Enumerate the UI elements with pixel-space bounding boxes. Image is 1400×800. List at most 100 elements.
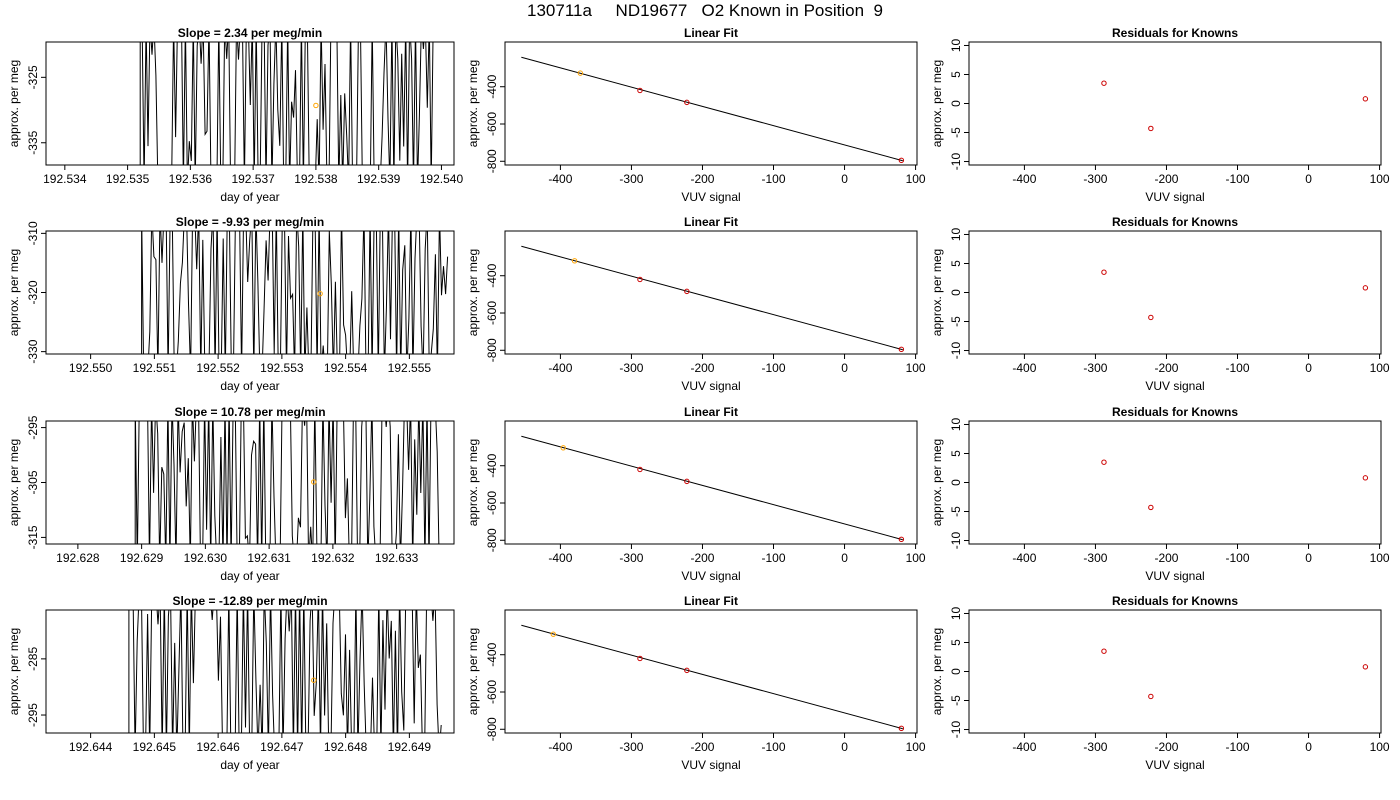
x-axis-label: VUV signal bbox=[1145, 569, 1204, 583]
plot-data bbox=[1101, 269, 1369, 321]
x-tick-label: -400 bbox=[1012, 172, 1036, 186]
y-tick-label: -600 bbox=[485, 491, 499, 515]
x-tick-label: -200 bbox=[690, 740, 714, 754]
known-point bbox=[637, 276, 643, 283]
y-tick-label: -10 bbox=[949, 721, 963, 739]
y-tick-label: -600 bbox=[485, 112, 499, 136]
x-tick-label: -300 bbox=[1083, 551, 1107, 565]
y-axis-label: approx. per meg bbox=[7, 439, 21, 526]
chart-residuals-row-1: Residuals for Knowns-400 -300 -200 -100 0 100… bbox=[930, 26, 1390, 204]
x-tick-label: 0 bbox=[1305, 551, 1312, 565]
residual-point bbox=[1148, 504, 1154, 511]
x-tick-label: -400 bbox=[548, 551, 572, 565]
x-tick-label: 0 bbox=[841, 172, 848, 186]
known-point bbox=[898, 346, 905, 353]
x-tick-label: -100 bbox=[1225, 361, 1249, 375]
chart-timeseries-row-3: Slope = 10.78 per meg/min 192.628 192.629 1… bbox=[7, 405, 455, 583]
chart-fit-row-1: Linear Fit -400 -300 -200 -100 0 100 -400 -600 -8… bbox=[466, 26, 926, 204]
y-tick-label: 0 bbox=[949, 100, 963, 107]
y-axis-label: approx. per meg bbox=[466, 60, 480, 147]
plot-frame bbox=[45, 609, 455, 734]
unknown-point bbox=[577, 70, 583, 76]
x-tick-label: -300 bbox=[619, 551, 643, 565]
x-tick-label: 100 bbox=[1370, 172, 1390, 186]
time-series-trace bbox=[128, 610, 442, 733]
y-tick-label: -10 bbox=[949, 342, 963, 360]
y-axis-label: approx. per meg bbox=[7, 249, 21, 336]
x-tick-label: -100 bbox=[1225, 172, 1249, 186]
x-tick-label: 192.539 bbox=[357, 172, 401, 186]
x-axis-label: day of year bbox=[220, 379, 279, 393]
y-tick-label: 10 bbox=[949, 417, 963, 431]
chart-residuals-row-2: Residuals for Knowns-400 -300 -200 -100 0 100… bbox=[930, 215, 1390, 393]
panel-title: Linear Fit bbox=[684, 405, 738, 419]
plot-data bbox=[1101, 80, 1369, 132]
residual-point bbox=[1101, 648, 1107, 654]
x-tick-label: 192.645 bbox=[133, 740, 177, 754]
y-tick-label: 0 bbox=[949, 668, 963, 675]
x-tick-label: 192.628 bbox=[56, 551, 100, 565]
y-tick-label: -10 bbox=[949, 532, 963, 550]
panel-title: Slope = -9.93 per meg/min bbox=[176, 215, 324, 229]
y-tick-label: -800 bbox=[485, 149, 499, 173]
y-tick-label: -320 bbox=[26, 280, 40, 304]
x-tick-label: -100 bbox=[761, 361, 785, 375]
y-tick-label: -400 bbox=[485, 453, 499, 477]
plot-frame bbox=[968, 609, 1382, 734]
x-axis-label: VUV signal bbox=[681, 758, 740, 772]
unknown-point bbox=[571, 258, 578, 264]
x-tick-label: -200 bbox=[690, 172, 714, 186]
y-axis-label: approx. per meg bbox=[7, 628, 21, 715]
x-tick-label: -100 bbox=[761, 740, 785, 754]
fit-line bbox=[521, 435, 903, 541]
plot-data bbox=[141, 231, 449, 354]
plot-frame bbox=[968, 41, 1382, 166]
chart-residuals-row-4: Residuals for Knowns-400 -300 -200 -100 0 100… bbox=[930, 594, 1390, 772]
time-series-trace bbox=[134, 421, 440, 544]
x-tick-label: -200 bbox=[690, 361, 714, 375]
y-tick-label: 5 bbox=[949, 260, 963, 267]
y-tick-label: -335 bbox=[26, 130, 40, 154]
x-tick-label: 192.551 bbox=[133, 361, 177, 375]
plot-data bbox=[521, 435, 905, 543]
y-tick-label: -315 bbox=[26, 525, 40, 549]
plot-frame bbox=[504, 420, 918, 545]
x-tick-label: 192.555 bbox=[388, 361, 432, 375]
x-tick-label: -100 bbox=[761, 551, 785, 565]
x-tick-label: -300 bbox=[1083, 740, 1107, 754]
plot-frame bbox=[504, 41, 918, 166]
x-axis-label: VUV signal bbox=[681, 569, 740, 583]
x-tick-label: 192.554 bbox=[324, 361, 368, 375]
residual-point bbox=[1148, 125, 1154, 132]
x-tick-label: 192.552 bbox=[196, 361, 240, 375]
x-tick-label: 192.629 bbox=[120, 551, 164, 565]
x-tick-label: -400 bbox=[548, 361, 572, 375]
residual-point bbox=[1101, 80, 1107, 86]
x-tick-label: 192.648 bbox=[324, 740, 368, 754]
chart-timeseries-row-1: Slope = 2.34 per meg/min 192.534 192.535 19… bbox=[7, 26, 463, 204]
x-tick-label: -100 bbox=[1225, 551, 1249, 565]
y-tick-label: -310 bbox=[26, 221, 40, 245]
unknown-point bbox=[560, 445, 566, 451]
x-tick-label: 192.536 bbox=[169, 172, 213, 186]
plot-data bbox=[128, 610, 442, 733]
y-tick-label: -800 bbox=[485, 717, 499, 741]
chart-fit-row-2: Linear Fit -400 -300 -200 -100 0 100 -400 -600 -8… bbox=[466, 215, 926, 393]
x-axis-label: VUV signal bbox=[681, 190, 740, 204]
y-axis-label: approx. per meg bbox=[930, 60, 944, 147]
known-point bbox=[684, 99, 690, 106]
x-tick-label: 0 bbox=[1305, 740, 1312, 754]
x-tick-label: 192.537 bbox=[231, 172, 275, 186]
x-tick-label: 192.630 bbox=[184, 551, 228, 565]
plot-data bbox=[521, 624, 905, 732]
y-tick-label: -5 bbox=[949, 506, 963, 517]
panel-title: Residuals for Knowns bbox=[1112, 26, 1238, 40]
x-tick-label: 192.535 bbox=[106, 172, 150, 186]
x-tick-label: 192.649 bbox=[388, 740, 432, 754]
x-tick-label: 0 bbox=[1305, 361, 1312, 375]
x-tick-label: -300 bbox=[1083, 361, 1107, 375]
known-point bbox=[637, 87, 643, 94]
x-tick-label: 192.553 bbox=[260, 361, 304, 375]
y-tick-label: -800 bbox=[485, 338, 499, 362]
